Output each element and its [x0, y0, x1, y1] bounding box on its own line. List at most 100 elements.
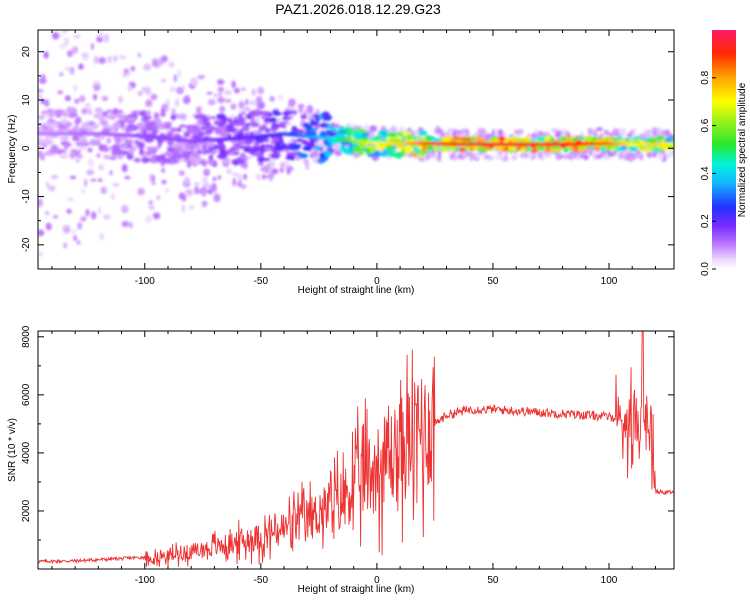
heatmap-band-cell [80, 141, 90, 147]
snr-y-tick-label: 2000 [21, 499, 32, 522]
heatmap-band-cell [587, 135, 593, 142]
heatmap-band-cell [270, 153, 281, 159]
heatmap-noise-cell [100, 186, 107, 195]
heatmap-noise-cell [201, 176, 208, 185]
heatmap-band-cell [411, 153, 419, 158]
heatmap-band-cell [433, 146, 440, 152]
colorbar-tick-label: 0.6 [700, 118, 711, 132]
heatmap-noise-cell [656, 128, 663, 136]
heatmap-noise-cell [87, 158, 94, 168]
heatmap-noise-cell [225, 99, 232, 103]
x-tick-label: 0 [374, 575, 380, 586]
x-tick-label: -50 [254, 575, 269, 586]
heatmap-band-cell [200, 125, 205, 131]
heatmap-band-cell [297, 151, 303, 156]
heatmap-band-cell [340, 142, 346, 148]
heatmap-noise-cell [51, 19, 58, 24]
heatmap-band-cell [323, 156, 329, 161]
heatmap-band-cell [233, 151, 240, 155]
heatmap-noise-cell [312, 150, 320, 157]
heatmap-band-cell [144, 137, 154, 143]
heatmap-noise-cell [607, 152, 614, 157]
heatmap-band-cell [111, 149, 119, 156]
heatmap-noise-cell [67, 197, 75, 201]
heatmap-noise-cell [62, 225, 69, 229]
heatmap-band-cell [363, 133, 370, 137]
snr-frame [37, 330, 675, 570]
heatmap-noise-cell [130, 66, 136, 72]
heatmap-band-cell [401, 131, 412, 135]
heatmap-noise-cell [184, 176, 190, 186]
heatmap-noise-cell [217, 79, 225, 85]
heatmap-noise-cell [59, 43, 66, 50]
heatmap-band-cell [208, 125, 216, 131]
heatmap-band-cell [367, 145, 375, 149]
heatmap-band-cell [101, 111, 109, 117]
heatmap-band-cell [126, 153, 134, 160]
heatmap-band-cell [55, 113, 62, 118]
heatmap-noise-cell [98, 164, 104, 171]
heatmap-noise-cell [38, 77, 47, 84]
heatmap-band-cell [55, 148, 65, 154]
heatmap-noise-cell [91, 211, 97, 220]
heatmap-band-cell [179, 124, 187, 128]
heatmap-noise-cell [81, 188, 86, 194]
heatmap-blobs [38, 19, 674, 257]
heatmap-band-cell [426, 144, 434, 151]
heatmap-noise-cell [66, 208, 72, 214]
heatmap-noise-cell [288, 98, 296, 107]
heatmap-noise-cell [64, 95, 71, 102]
heatmap-noise-cell [217, 175, 222, 180]
heatmap-noise-cell [462, 128, 469, 133]
heatmap-noise-cell [256, 129, 263, 135]
heatmap-band-cell [204, 148, 214, 154]
heatmap-noise-cell [193, 186, 199, 195]
heatmap-band-cell [352, 130, 362, 138]
heatmap-noise-cell [628, 155, 633, 161]
heatmap-band-cell [81, 122, 89, 129]
heatmap-noise-cell [73, 84, 77, 92]
heatmap-noise-cell [569, 152, 574, 161]
heatmap-noise-cell [73, 235, 77, 242]
heatmap-noise-cell [178, 170, 185, 176]
heatmap-noise-cell [585, 155, 589, 160]
snr-y-tick-label: 8000 [21, 325, 32, 348]
heatmap-noise-cell [247, 155, 254, 160]
heatmap-band-cell [639, 145, 644, 150]
heatmap-band-cell [524, 136, 531, 143]
heatmap-band-cell [214, 128, 223, 135]
heatmap-band-cell [543, 135, 551, 142]
heatmap-noise-cell [485, 132, 490, 140]
heatmap-band-cell [229, 147, 237, 152]
heatmap-band-cell [257, 148, 267, 152]
heatmap-band-cell [375, 146, 384, 151]
heatmap-band-cell [60, 126, 67, 130]
heatmap-noise-cell [277, 94, 284, 101]
heatmap-noise-cell [618, 151, 624, 160]
heatmap-band-cell [59, 154, 69, 159]
heatmap-band-cell [225, 124, 234, 129]
heatmap-noise-cell [148, 206, 156, 210]
heatmap-band-cell [125, 128, 130, 134]
heatmap-band-cell [206, 142, 216, 148]
heatmap-noise-cell [161, 179, 167, 185]
colorbar-tick-label: 0.2 [700, 214, 711, 228]
heatmap-noise-cell [137, 91, 143, 96]
heatmap-band-cell [379, 151, 390, 157]
heatmap-band-cell [432, 138, 441, 143]
heatmap-band-cell [260, 124, 267, 130]
heatmap-band-cell [255, 152, 264, 158]
heatmap-band-cell [228, 127, 237, 132]
heatmap-band-cell [38, 126, 44, 130]
heatmap-band-cell [281, 125, 287, 129]
heatmap-band-cell [74, 118, 81, 125]
heatmap-noise-cell [52, 32, 60, 40]
heatmap-band-cell [315, 117, 320, 123]
heatmap-noise-cell [48, 185, 56, 192]
heatmap-noise-cell [182, 96, 191, 105]
heatmap-noise-cell [178, 192, 185, 200]
heatmap-band-cell [206, 130, 213, 134]
heatmap-band-cell [186, 127, 195, 134]
heatmap-noise-cell [527, 133, 531, 137]
heatmap-noise-cell [226, 168, 232, 175]
